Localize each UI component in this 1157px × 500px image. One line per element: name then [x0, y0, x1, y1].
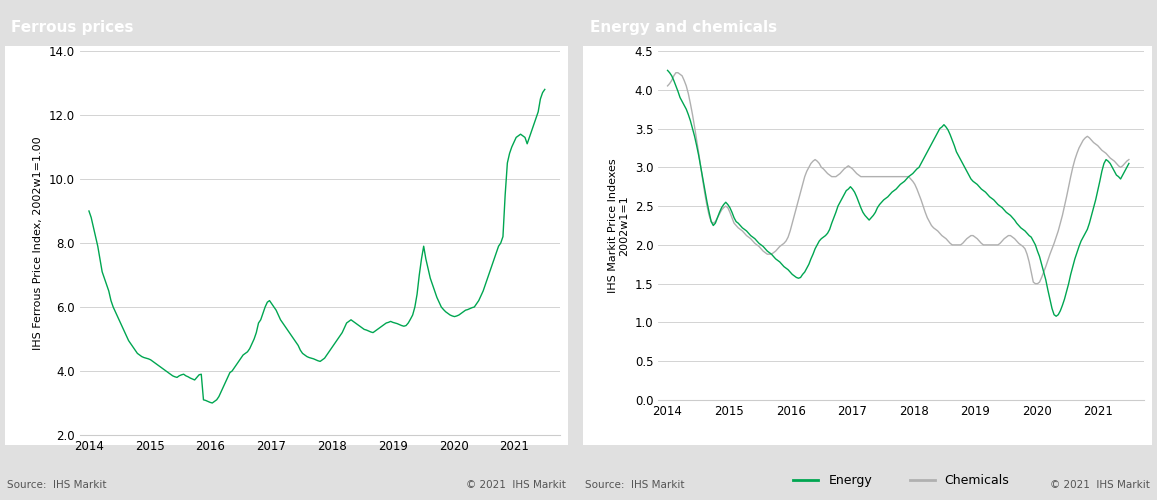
Chemicals: [841, 163, 855, 169]
Chemicals: [854, 174, 868, 180]
Text: Source:  IHS Markit: Source: IHS Markit: [585, 480, 685, 490]
Text: © 2021  IHS Markit: © 2021 IHS Markit: [466, 480, 566, 490]
Chemicals: [872, 174, 886, 180]
Y-axis label: IHS Markit Price Indexes
2002w1=1: IHS Markit Price Indexes 2002w1=1: [607, 158, 629, 293]
Energy: [870, 204, 884, 210]
Text: © 2021  IHS Markit: © 2021 IHS Markit: [1051, 480, 1150, 490]
Text: Energy and chemicals: Energy and chemicals: [590, 20, 778, 35]
Chemicals: [1118, 160, 1132, 166]
Text: Source:  IHS Markit: Source: IHS Markit: [7, 480, 106, 490]
Y-axis label: IHS Ferrous Price Index, 2002w1=1.00: IHS Ferrous Price Index, 2002w1=1.00: [34, 136, 43, 350]
Energy: [1115, 172, 1129, 178]
Chemicals: [661, 83, 675, 89]
Chemicals: [765, 251, 779, 257]
Chemicals: [669, 70, 683, 75]
Chemicals: [1122, 156, 1136, 162]
Energy: [1049, 313, 1063, 319]
Energy: [896, 180, 909, 186]
Chemicals: [1029, 280, 1042, 286]
Chemicals: [898, 174, 912, 180]
Line: Energy: Energy: [668, 70, 1129, 316]
Line: Chemicals: Chemicals: [668, 72, 1129, 284]
Energy: [852, 199, 865, 205]
Legend: Energy, Chemicals: Energy, Chemicals: [788, 469, 1015, 492]
Energy: [762, 250, 776, 256]
Energy: [661, 68, 675, 73]
Energy: [1122, 160, 1136, 166]
Text: Ferrous prices: Ferrous prices: [12, 20, 134, 35]
Energy: [839, 188, 853, 194]
